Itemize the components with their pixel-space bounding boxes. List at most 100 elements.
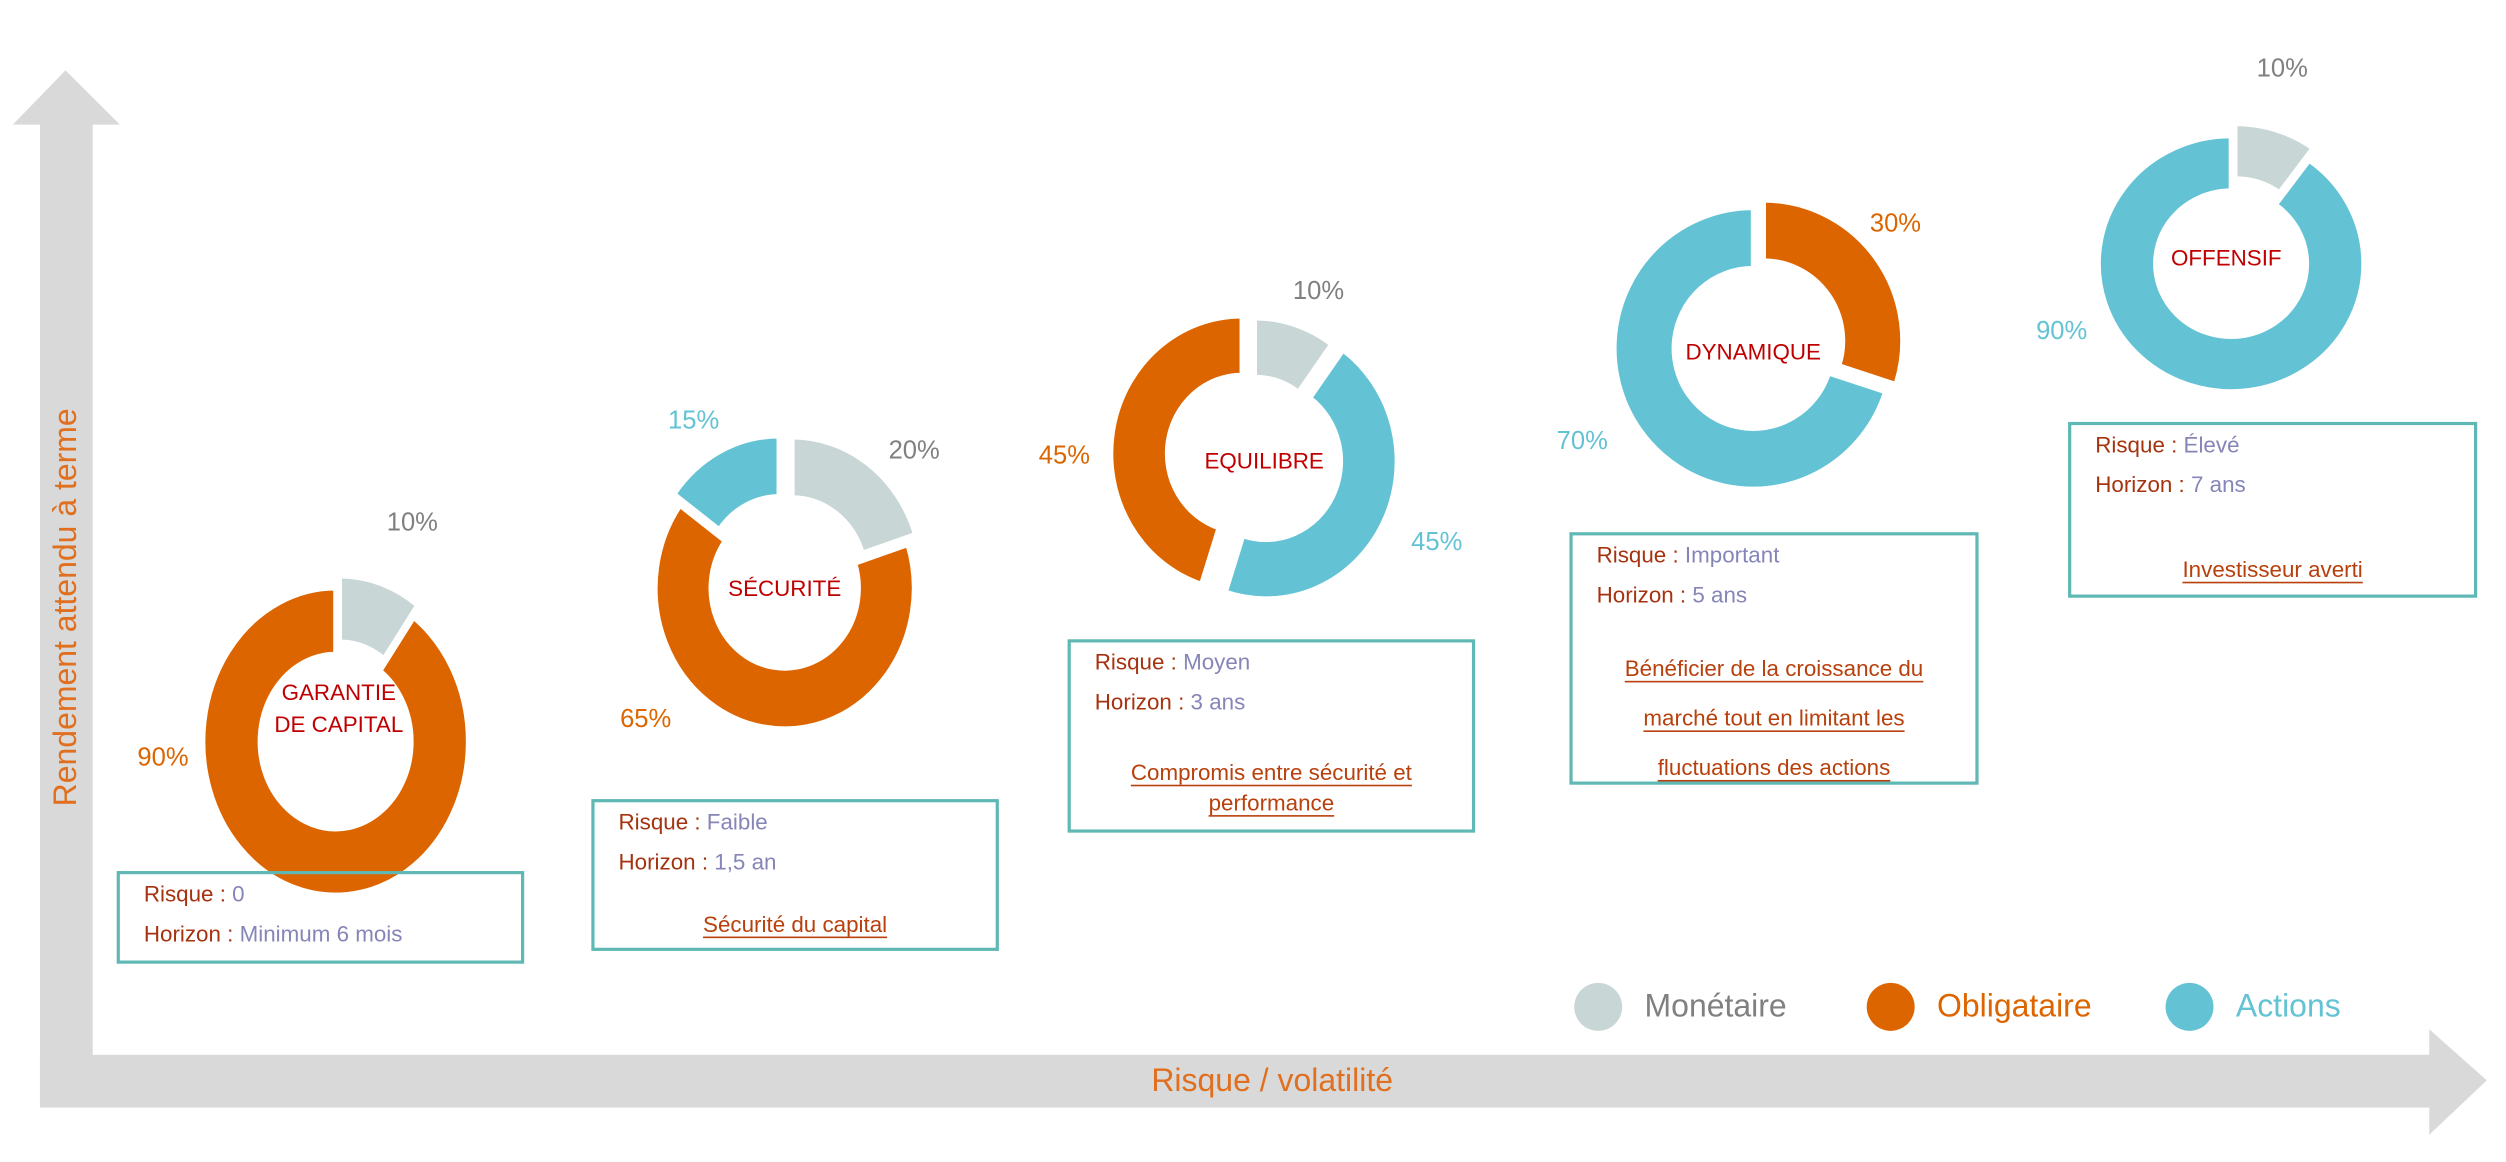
- goal-line: Compromis entre sécurité et: [1130, 759, 1412, 785]
- risk-line: Risque : 0: [144, 881, 245, 907]
- donut-slice-obligataire: [1761, 197, 1905, 388]
- profile-goal-link[interactable]: Investisseur averti: [2071, 553, 2474, 585]
- profile-name: DYNAMIQUE: [1685, 336, 1821, 368]
- horizon-value: Minimum 6 mois: [239, 920, 403, 947]
- goal-line: fluctuations des actions: [1657, 754, 1891, 780]
- donut-equilibre: [1108, 313, 1400, 602]
- profile-name-line: DYNAMIQUE: [1685, 338, 1821, 365]
- profile-goal-link[interactable]: Bénéficier de la croissance du marché tou…: [1573, 644, 1976, 793]
- risk-value: Important: [1684, 541, 1780, 568]
- y-axis-label: Rendement attendu à terme: [48, 408, 84, 807]
- legend-item-obligataire: Obligataire: [1866, 982, 2092, 1031]
- legend-label: Obligataire: [1937, 988, 2092, 1024]
- goal-line: Investisseur averti: [2182, 556, 2363, 582]
- horizon-label: Horizon :: [143, 920, 240, 947]
- risk-value: Moyen: [1183, 648, 1251, 675]
- risk-value: Élevé: [2183, 431, 2240, 458]
- profile-info-box: Risque : Élevé Horizon : 7 ans Investisse…: [2068, 421, 2478, 598]
- risk-label: Risque :: [1094, 648, 1184, 675]
- donut-offensif: [2096, 121, 2367, 394]
- risk-label: Risque :: [2095, 431, 2184, 458]
- horizon-line: Horizon : Minimum 6 mois: [144, 921, 403, 947]
- risk-line: Risque : Important: [1597, 542, 1780, 568]
- profile-info-box: Risque : Faible Horizon : 1,5 an Sécurité…: [591, 799, 999, 951]
- profile-goal-link[interactable]: Compromis entre sécurité et performance: [1071, 758, 1472, 819]
- horizon-value: 3 ans: [1190, 688, 1246, 715]
- legend-item-actions: Actions: [2165, 982, 2341, 1031]
- profile-name-line: OFFENSIF: [2170, 244, 2282, 271]
- horizon-label: Horizon :: [2095, 471, 2192, 498]
- donut-dynamique: [1611, 197, 1905, 492]
- profile-info-box: Risque : Moyen Horizon : 3 ans Compromis …: [1067, 639, 1476, 833]
- donut-slice-monetaire: [789, 434, 919, 557]
- profile-info-box: Risque : 0 Horizon : Minimum 6 mois: [116, 871, 525, 964]
- donut-slice-monetaire: [1252, 315, 1335, 396]
- profile-goal-link[interactable]: Sécurité du capital: [595, 908, 996, 940]
- donut-slice-actions: [670, 433, 782, 534]
- slice-percent-label: 65%: [620, 706, 672, 734]
- donut-slice-obligataire: [652, 501, 917, 732]
- slice-percent-label: 70%: [1556, 428, 1608, 456]
- slice-percent-label: 20%: [888, 437, 940, 466]
- profile-name: SÉCURITÉ: [728, 572, 841, 604]
- horizon-line: Horizon : 1,5 an: [619, 849, 777, 875]
- horizon-line: Horizon : 5 ans: [1597, 582, 1748, 608]
- risk-value: Faible: [706, 808, 768, 835]
- legend-label: Actions: [2235, 988, 2341, 1024]
- profile-info-box: Risque : Important Horizon : 5 ans Bénéfi…: [1569, 532, 1979, 785]
- donut-slice-actions: [1222, 346, 1400, 602]
- donut-slice-actions: [2096, 133, 2367, 394]
- donut-slice-monetaire: [337, 573, 421, 663]
- legend-swatch-obligataire: [1866, 982, 1915, 1031]
- legend-label: Monétaire: [1644, 988, 1787, 1024]
- horizon-line: Horizon : 7 ans: [2095, 471, 2246, 497]
- legend-item-monetaire: Monétaire: [1574, 982, 1787, 1031]
- profile-name-line: SÉCURITÉ: [728, 575, 842, 601]
- donut-garantie-de-capital: [200, 573, 471, 898]
- horizon-label: Horizon :: [618, 848, 715, 875]
- profile-name: OFFENSIF: [2171, 241, 2282, 273]
- donut-slice-obligataire: [200, 585, 471, 898]
- horizon-label: Horizon :: [1094, 688, 1191, 715]
- goal-line: marché tout en limitant les: [1643, 704, 1905, 731]
- slice-percent-label: 10%: [386, 509, 438, 537]
- risk-line: Risque : Moyen: [1095, 649, 1250, 675]
- risk-value: 0: [232, 880, 245, 907]
- horizon-value: 1,5 an: [714, 848, 777, 875]
- donut-sécurité: [652, 433, 919, 732]
- slice-percent-label: 45%: [1411, 529, 1463, 557]
- x-axis-arrow: [39, 1029, 2487, 1135]
- slice-percent-label: 45%: [1038, 442, 1090, 470]
- risk-line: Risque : Faible: [619, 809, 768, 835]
- donut-slice-monetaire: [2232, 121, 2317, 196]
- legend-swatch-monetaire: [1574, 982, 1623, 1031]
- risk-label: Risque :: [1596, 541, 1685, 568]
- goal-line: performance: [1208, 789, 1335, 816]
- profile-name-line: EQUILIBRE: [1204, 447, 1324, 474]
- donut-slice-actions: [1611, 205, 1889, 492]
- risk-label: Risque :: [618, 808, 707, 835]
- slice-percent-label: 90%: [137, 744, 189, 772]
- goal-line: Sécurité du capital: [703, 910, 888, 937]
- horizon-label: Horizon :: [1596, 581, 1693, 608]
- x-axis-label: Risque / volatilité: [1151, 1063, 1393, 1099]
- goal-line: Bénéficier de la croissance du: [1624, 655, 1924, 681]
- slice-percent-label: 15%: [668, 407, 720, 435]
- y-axis-arrow: [12, 70, 120, 1106]
- slice-percent-label: 10%: [1292, 278, 1345, 306]
- donut-slice-obligataire: [1108, 313, 1245, 588]
- profile-name-line: GARANTIE: [281, 679, 397, 705]
- profile-name-line: DE CAPITAL: [274, 711, 404, 737]
- horizon-value: 5 ans: [1692, 581, 1748, 608]
- profile-name: GARANTIE DE CAPITAL: [274, 676, 403, 740]
- slice-percent-label: 30%: [1869, 210, 1922, 239]
- horizon-line: Horizon : 3 ans: [1095, 689, 1246, 715]
- slice-percent-label: 90%: [2036, 318, 2088, 346]
- profile-name: EQUILIBRE: [1204, 444, 1323, 476]
- risk-line: Risque : Élevé: [2095, 432, 2239, 458]
- slice-percent-label: 10%: [2256, 55, 2308, 84]
- legend-swatch-actions: [2165, 982, 2214, 1031]
- risk-label: Risque :: [143, 880, 233, 907]
